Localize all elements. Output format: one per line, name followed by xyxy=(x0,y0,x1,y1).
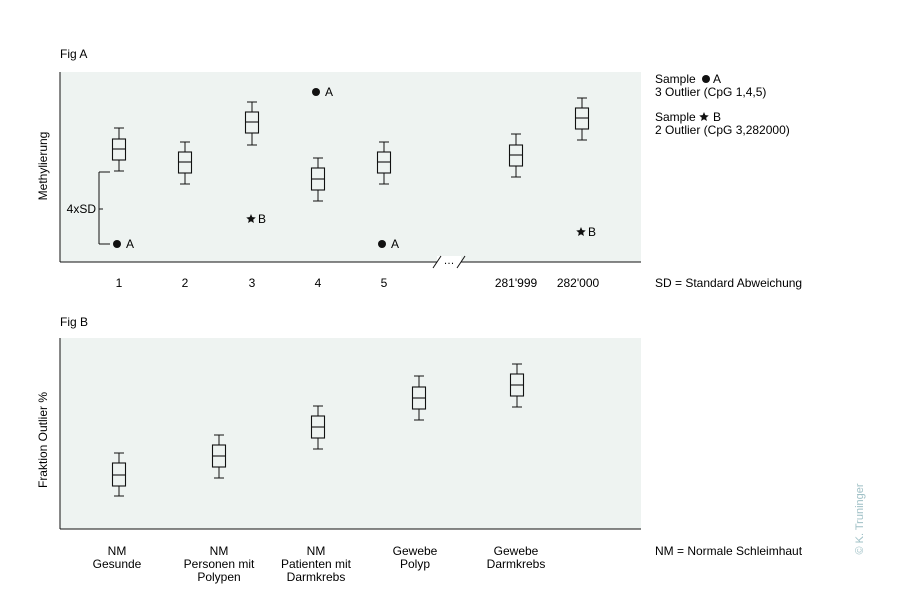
fig-a-axis-break: … xyxy=(432,255,466,269)
fig-b-x-tick-label: NM Personen mit Polypen xyxy=(184,544,255,584)
fig-a-x-tick-label: 3 xyxy=(249,276,256,290)
fig-a-x-tick-label: 4 xyxy=(315,276,322,290)
outlier-circle-a xyxy=(378,240,386,248)
fig-b-boxplot xyxy=(411,375,427,421)
fig-a-legend: Sample A 3 Outlier (CpG 1,4,5) Sample B … xyxy=(655,72,790,137)
fig-b-x-tick-label: Gewebe Darmkrebs xyxy=(487,544,546,571)
fig-a-footnote: SD = Standard Abweichung xyxy=(655,276,802,290)
legend-star-shape xyxy=(699,112,709,122)
fig-a-boxplot xyxy=(244,101,260,146)
fig-a-panel xyxy=(60,72,641,262)
fig-a-y-label: Methylierung xyxy=(36,132,50,201)
legend-circle-icon xyxy=(702,75,710,83)
outlier-label-a: A xyxy=(126,237,134,251)
fig-b-footnote: NM = Normale Schleimhaut xyxy=(655,544,803,558)
outlier-label-b: B xyxy=(258,212,266,226)
outlier-star-b xyxy=(576,227,586,237)
outlier-label-a: A xyxy=(325,85,333,99)
legend-sample-a-prefix: Sample xyxy=(655,72,696,86)
fig-b-y-label: Fraktion Outlier % xyxy=(36,392,50,488)
legend-sample-b-desc: 2 Outlier (CpG 3,282000) xyxy=(655,123,790,137)
fig-a-boxplots xyxy=(111,97,590,202)
fig-b-x-tick-label: Gewebe Polyp xyxy=(393,544,438,571)
fig-a-boxplot xyxy=(111,127,127,172)
fig-b-boxplot xyxy=(509,363,525,408)
outlier-circle-a xyxy=(312,88,320,96)
legend-star-icon xyxy=(699,112,709,122)
legend-sample-a-desc: 3 Outlier (CpG 1,4,5) xyxy=(655,85,766,99)
sd-bracket-label: 4xSD xyxy=(67,202,97,216)
fig-a-boxplot xyxy=(376,141,392,185)
fig-b-x-labels: NM Gesunde NM Personen mit Polypen NM Patiente… xyxy=(93,544,546,584)
copyright-notice: © K. Truninger xyxy=(854,483,866,554)
fig-b-boxplot xyxy=(111,452,127,497)
fig-a-outliers: A A A B B xyxy=(113,85,596,251)
outlier-label-a: A xyxy=(391,237,399,251)
fig-b-boxplot xyxy=(211,434,227,479)
fig-b-x-tick-label: NM Patienten mit Darmkrebs xyxy=(281,544,352,584)
legend-sample-b-prefix: Sample xyxy=(655,110,696,124)
fig-a-title: Fig A xyxy=(60,47,87,61)
outlier-label-b: B xyxy=(588,225,596,239)
fig-b-panel xyxy=(60,338,641,529)
fig-a-boxplot xyxy=(574,97,590,141)
fig-a-x-tick-label: 5 xyxy=(381,276,388,290)
fig-a-boxplot xyxy=(508,133,524,178)
legend-sample-a-letter: A xyxy=(713,72,721,86)
outlier-circle-a xyxy=(113,240,121,248)
fig-a-x-tick-label: 281'999 xyxy=(495,276,538,290)
legend-sample-b-letter: B xyxy=(713,110,721,124)
fig-a-axis-break-dots: … xyxy=(444,255,455,267)
fig-b-boxplot xyxy=(310,405,326,450)
fig-b-x-tick-label: NM Gesunde xyxy=(93,544,142,571)
fig-b-title: Fig B xyxy=(60,315,88,329)
fig-b-boxplots xyxy=(111,363,525,497)
outlier-star-b xyxy=(246,214,256,224)
fig-a-x-tick-label: 1 xyxy=(116,276,123,290)
fig-a-boxplot xyxy=(310,157,326,202)
fig-a-x-tick-label: 2 xyxy=(182,276,189,290)
fig-a-x-tick-label: 282'000 xyxy=(557,276,600,290)
fig-a-x-labels: 1 2 3 4 5 281'999 282'000 xyxy=(116,276,600,290)
fig-a-boxplot xyxy=(177,141,193,185)
sd-bracket xyxy=(98,171,110,245)
